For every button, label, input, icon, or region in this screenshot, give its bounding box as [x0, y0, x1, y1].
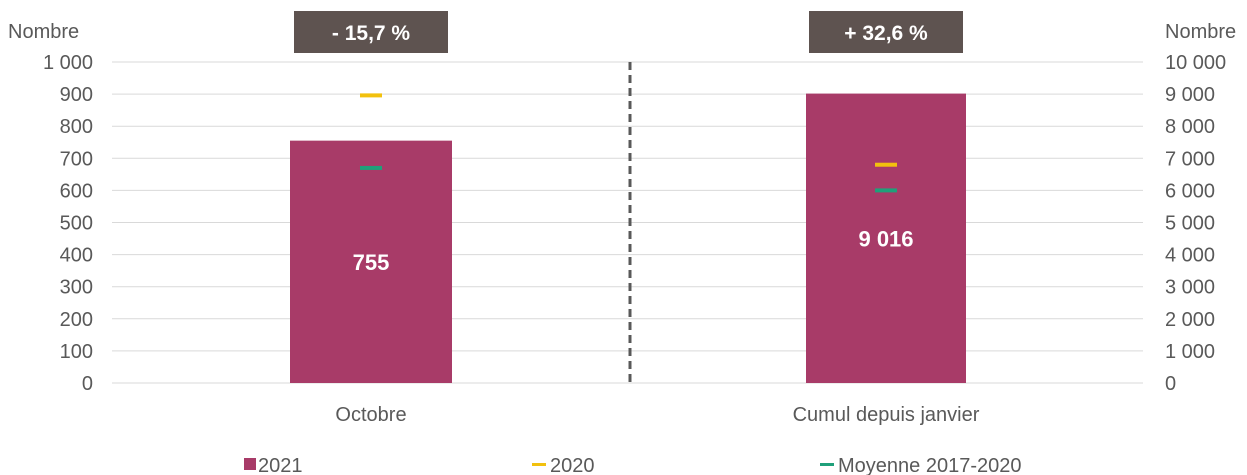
right-tick-label: 3 000 — [1165, 277, 1215, 299]
change-badges: - 15,7 % + 32,6 % — [294, 11, 963, 53]
left-tick-label: 100 — [60, 341, 93, 363]
right-tick-label: 4 000 — [1165, 245, 1215, 267]
left-axis-ticks: 0 100 200 300 400 500 600 700 800 900 1 000 — [43, 52, 93, 395]
legend-swatch-2020 — [532, 463, 546, 466]
left-tick-label: 1 000 — [43, 52, 93, 74]
right-axis-title: Nombre — [1165, 21, 1236, 43]
change-badge — [809, 11, 963, 53]
left-tick-label: 200 — [60, 309, 93, 331]
legend-label-2021: 2021 — [258, 455, 303, 475]
right-tick-label: 1 000 — [1165, 341, 1215, 363]
left-tick-label: 0 — [82, 373, 93, 395]
bar-2021 — [290, 140, 452, 383]
right-tick-label: 2 000 — [1165, 309, 1215, 331]
left-tick-label: 700 — [60, 148, 93, 170]
bar-value-label: 9 016 — [858, 226, 913, 251]
right-tick-label: 0 — [1165, 373, 1176, 395]
left-tick-label: 800 — [60, 116, 93, 138]
right-axis-ticks: 0 1 000 2 000 3 000 4 000 5 000 6 000 7 000 8 00… — [1165, 52, 1226, 395]
right-tick-label: 9 000 — [1165, 84, 1215, 106]
right-tick-label: 7 000 — [1165, 148, 1215, 170]
marker-2020 — [360, 93, 382, 98]
category-label: Octobre — [335, 404, 406, 426]
left-tick-label: 300 — [60, 277, 93, 299]
left-tick-label: 500 — [60, 213, 93, 235]
legend-swatch-moyenne — [820, 463, 834, 466]
legend-label-2020: 2020 — [550, 455, 595, 475]
legend-swatch-2021 — [244, 458, 256, 470]
right-tick-label: 10 000 — [1165, 52, 1226, 74]
change-badge — [294, 11, 448, 53]
marker-2020 — [875, 162, 897, 167]
right-tick-label: 5 000 — [1165, 213, 1215, 235]
bars: 755 9 016 — [290, 93, 966, 384]
right-tick-label: 6 000 — [1165, 180, 1215, 202]
markers — [360, 93, 897, 193]
left-axis-title: Nombre — [8, 21, 79, 43]
right-tick-label: 8 000 — [1165, 116, 1215, 138]
left-tick-label: 900 — [60, 84, 93, 106]
bar-2021 — [806, 93, 966, 384]
marker-moyenne — [360, 165, 382, 170]
marker-moyenne — [875, 188, 897, 193]
change-badge-text: + 32,6 % — [844, 22, 928, 45]
left-tick-label: 600 — [60, 180, 93, 202]
bar-value-label: 755 — [353, 250, 390, 275]
legend: 2021 2020 Moyenne 2017-2020 — [244, 455, 1021, 475]
category-labels: Octobre Cumul depuis janvier — [335, 404, 979, 426]
category-label: Cumul depuis janvier — [793, 404, 980, 426]
grid-lines — [112, 61, 1143, 384]
left-tick-label: 400 — [60, 245, 93, 267]
legend-label-moyenne: Moyenne 2017-2020 — [838, 455, 1021, 475]
change-badge-text: - 15,7 % — [332, 22, 411, 45]
